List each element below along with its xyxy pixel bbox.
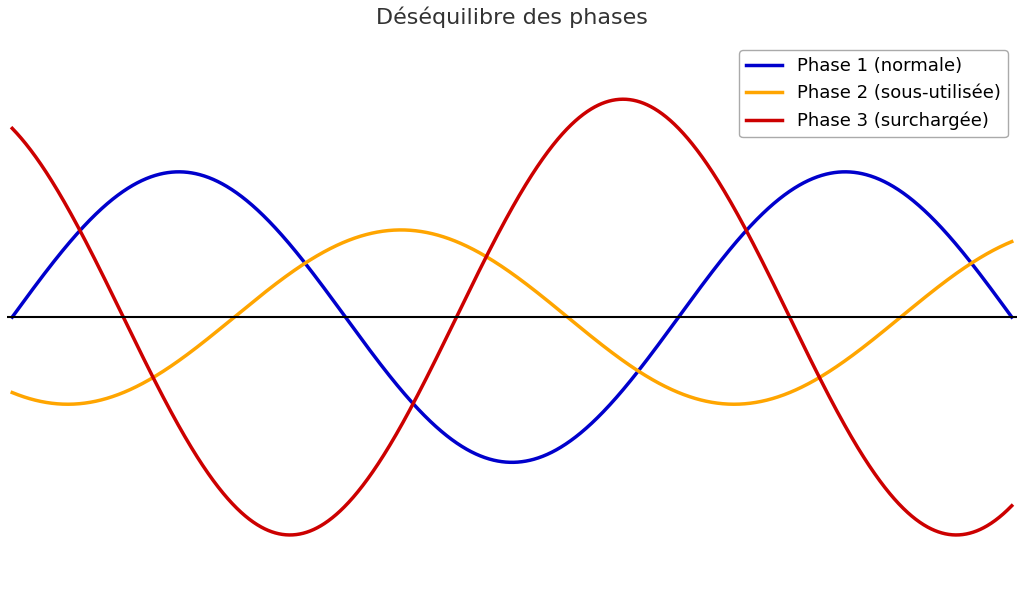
Phase 2 (sous-utilisée) [977, 252, 989, 259]
Phase 3 (surchargée) [978, 524, 990, 531]
Phase 3 (surchargée) [617, 95, 630, 103]
Phase 1 (normale) [1006, 313, 1018, 320]
Phase 3 (surchargée) [794, 334, 806, 341]
Line: Phase 1 (normale): Phase 1 (normale) [12, 172, 1012, 463]
Phase 1 (normale) [978, 275, 990, 283]
Phase 2 (sous-utilisée) [6, 389, 18, 396]
Phase 1 (normale) [6, 313, 18, 320]
Phase 3 (surchargée) [950, 532, 963, 539]
Phase 3 (surchargée) [466, 282, 478, 289]
Phase 3 (surchargée) [57, 197, 70, 204]
Phase 3 (surchargée) [977, 524, 989, 532]
Phase 2 (sous-utilisée) [57, 401, 70, 408]
Phase 3 (surchargée) [1006, 502, 1018, 509]
Phase 3 (surchargée) [493, 230, 505, 237]
Line: Phase 3 (surchargée): Phase 3 (surchargée) [12, 99, 1012, 535]
Phase 2 (sous-utilisée) [467, 245, 479, 253]
Phase 1 (normale) [57, 246, 70, 253]
Phase 2 (sous-utilisée) [494, 261, 506, 268]
Phase 2 (sous-utilisée) [978, 252, 990, 259]
Title: Déséquilibre des phases: Déséquilibre des phases [376, 7, 648, 28]
Phase 1 (normale) [977, 275, 989, 282]
Legend: Phase 1 (normale), Phase 2 (sous-utilisée), Phase 3 (surchargée): Phase 1 (normale), Phase 2 (sous-utilisé… [739, 50, 1008, 137]
Phase 2 (sous-utilisée) [794, 384, 806, 391]
Phase 1 (normale) [466, 449, 478, 456]
Line: Phase 2 (sous-utilisée): Phase 2 (sous-utilisée) [12, 230, 1012, 404]
Phase 2 (sous-utilisée) [394, 226, 407, 233]
Phase 2 (sous-utilisée) [1006, 238, 1018, 245]
Phase 1 (normale) [493, 458, 505, 465]
Phase 1 (normale) [506, 459, 518, 466]
Phase 1 (normale) [173, 168, 185, 175]
Phase 3 (surchargée) [6, 125, 18, 132]
Phase 1 (normale) [794, 181, 806, 188]
Phase 2 (sous-utilisée) [61, 401, 74, 408]
